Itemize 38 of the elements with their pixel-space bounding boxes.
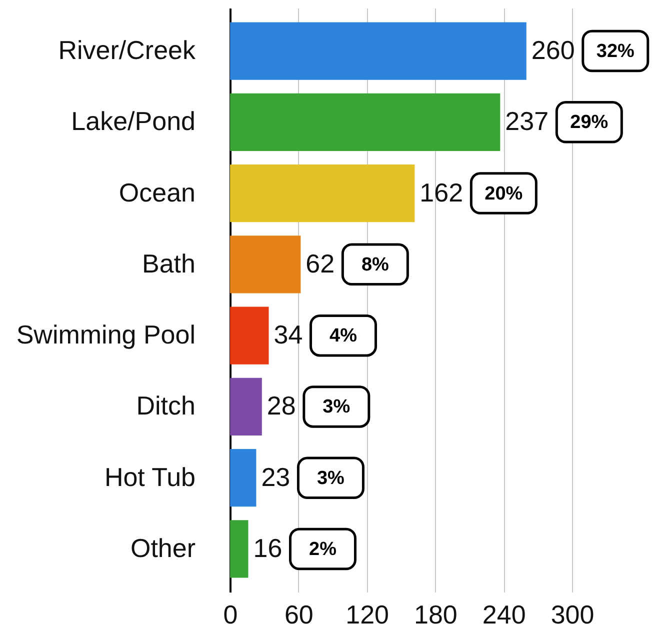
y-tick-label: Bath	[142, 248, 196, 278]
x-tick-label: 120	[346, 600, 389, 630]
x-tick-label: 240	[482, 600, 526, 630]
bar	[230, 236, 301, 294]
y-tick-label: Swimming Pool	[16, 320, 196, 350]
y-tick-label: Ditch	[136, 390, 196, 421]
annotation: 8%	[361, 254, 390, 276]
data-label: 23	[261, 462, 290, 492]
bar	[230, 306, 269, 364]
annotation: 2%	[309, 538, 337, 560]
bar	[230, 520, 248, 578]
y-tick-label: Other	[130, 532, 196, 563]
bar	[230, 22, 526, 80]
annotation: 29%	[570, 112, 608, 134]
annotation: 3%	[316, 468, 345, 489]
x-tick-label: 0	[223, 600, 238, 630]
annotation: 4%	[330, 326, 358, 347]
bar	[230, 164, 415, 222]
y-tick-label: Hot Tub	[104, 462, 196, 492]
y-tick-label: Ocean	[118, 177, 196, 208]
data-label: 28	[266, 390, 296, 421]
annotation: 3%	[322, 396, 350, 418]
x-tick-label: 180	[414, 600, 458, 630]
text: 32%	[596, 41, 635, 62]
data-label: 16	[253, 532, 282, 563]
data-label: 237	[505, 106, 549, 136]
bar	[230, 449, 256, 507]
data-label: 162	[420, 177, 464, 208]
x-tick-label: 60	[284, 600, 314, 630]
data-label: 34	[274, 320, 303, 350]
annotation: 20%	[484, 183, 523, 204]
data-label: 260	[531, 35, 575, 66]
data-label: 62	[306, 248, 335, 278]
x-tick-label: 300	[550, 600, 594, 630]
bar	[230, 378, 262, 436]
y-tick-label: River/Creek	[58, 35, 196, 66]
bar	[230, 93, 500, 151]
y-tick-label: Lake/Pond	[71, 106, 196, 136]
